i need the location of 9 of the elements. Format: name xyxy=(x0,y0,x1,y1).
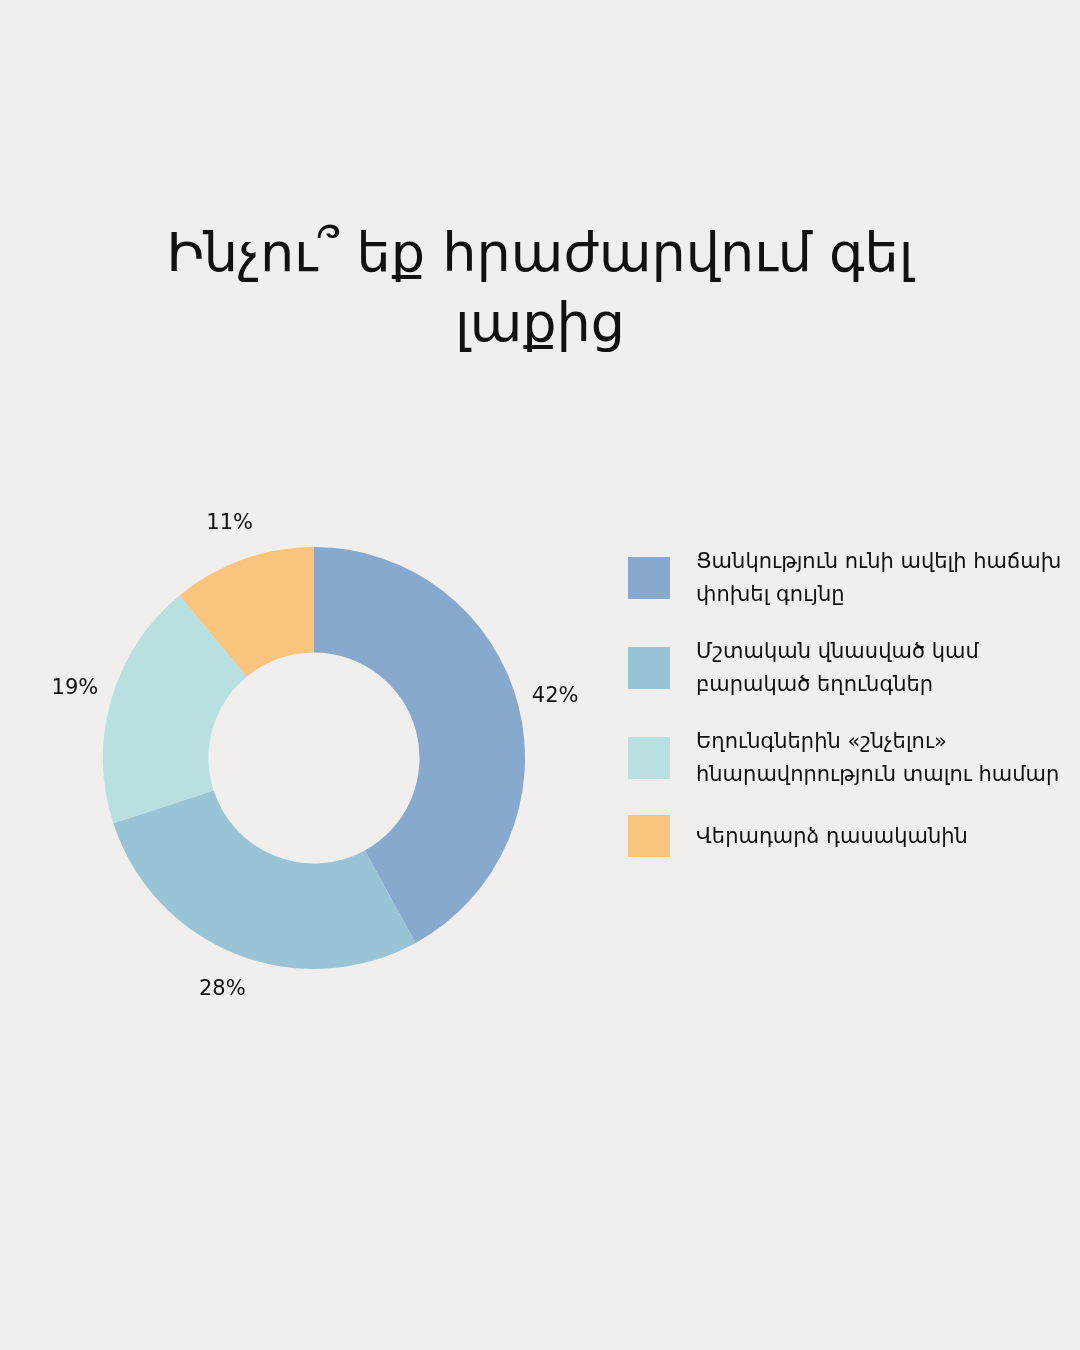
data-label: 19% xyxy=(51,674,99,699)
legend-label: Վերադարձ դասականին xyxy=(696,822,968,850)
data-label: 28% xyxy=(198,975,246,1000)
legend-label: Եղունգներին «շնչելու» հնարավորություն տալու համար xyxy=(696,728,1061,788)
legend-label: Մշտական վնասված կամ բարակած եղունգներ xyxy=(696,638,980,698)
legend-label: Ցանկություն ունի ավելի հաճախ փոխել գույնը xyxy=(696,548,1063,608)
data-label: 42% xyxy=(531,682,579,707)
chart-title: Ինչու՞ եք հրաժարվում գել լաքից xyxy=(165,220,916,356)
data-label: 11% xyxy=(206,510,253,535)
